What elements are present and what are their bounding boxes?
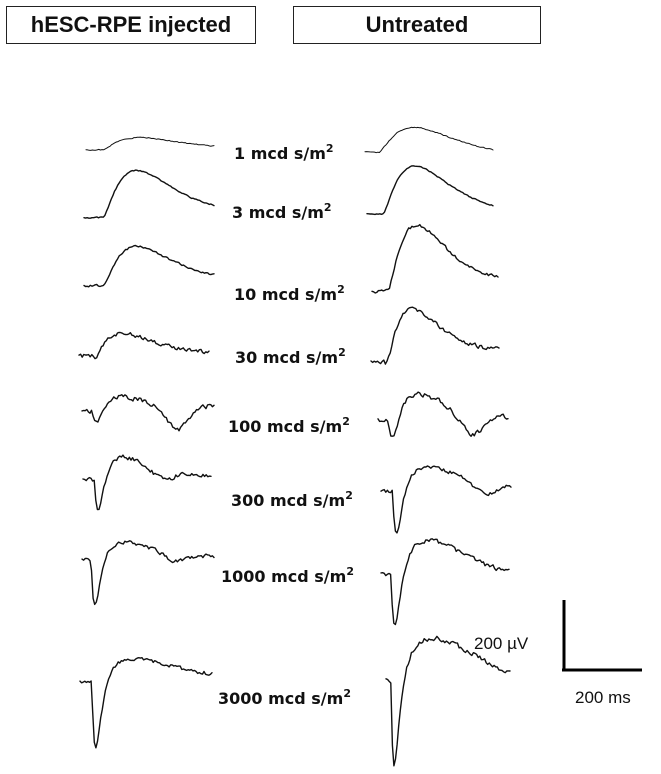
trace-untreated-100 (377, 391, 509, 437)
intensity-label-superscript: 2 (337, 283, 345, 296)
intensity-label-superscript: 2 (346, 565, 354, 578)
scale-bar (562, 600, 642, 672)
trace-untreated-10 (371, 223, 499, 294)
trace-injected-100 (81, 394, 215, 432)
trace-untreated-300 (380, 465, 512, 534)
trace-untreated-3000 (385, 635, 511, 767)
intensity-label-text: 3000 mcd s/m (218, 689, 344, 708)
header-hesc-rpe-injected: hESC-RPE injected (6, 6, 256, 44)
intensity-label-text: 3 mcd s/m (232, 203, 324, 222)
intensity-label-text: 300 mcd s/m (231, 491, 346, 510)
trace-injected-300 (82, 454, 212, 511)
header-untreated: Untreated (293, 6, 541, 44)
trace-untreated-3 (366, 165, 494, 216)
intensity-label-100: 100 mcd s/m2 (228, 416, 350, 435)
intensity-label-300: 300 mcd s/m2 (231, 490, 353, 509)
intensity-label-text: 1000 mcd s/m (221, 567, 347, 586)
intensity-label-text: 30 mcd s/m (235, 348, 339, 367)
intensity-label-text: 10 mcd s/m (234, 285, 338, 304)
scale-voltage-label: 200 µV (474, 634, 529, 653)
intensity-label-text: 1 mcd s/m (234, 144, 326, 163)
intensity-label-superscript: 2 (342, 415, 350, 428)
intensity-label-1: 1 mcd s/m2 (234, 143, 334, 162)
trace-injected-3 (83, 169, 215, 219)
trace-injected-10 (83, 244, 215, 288)
trace-injected-1 (85, 136, 215, 151)
intensity-label-3000: 3000 mcd s/m2 (218, 688, 351, 707)
intensity-label-30: 30 mcd s/m2 (235, 347, 346, 366)
trace-injected-1000 (81, 540, 215, 606)
intensity-label-superscript: 2 (323, 201, 332, 214)
intensity-label-superscript: 2 (325, 142, 334, 155)
scale-time-label: 200 ms (575, 688, 631, 707)
trace-untreated-1000 (380, 538, 510, 626)
trace-injected-30 (78, 331, 210, 360)
intensity-label-superscript: 2 (343, 687, 351, 700)
trace-untreated-1 (364, 126, 494, 154)
trace-injected-3000 (79, 657, 213, 749)
intensity-label-10: 10 mcd s/m2 (234, 284, 345, 303)
intensity-label-3: 3 mcd s/m2 (232, 202, 332, 221)
intensity-label-superscript: 2 (345, 489, 353, 502)
intensity-label-text: 100 mcd s/m (228, 417, 343, 436)
intensity-label-1000: 1000 mcd s/m2 (221, 566, 354, 585)
trace-untreated-30 (370, 306, 500, 365)
intensity-label-superscript: 2 (338, 346, 346, 359)
